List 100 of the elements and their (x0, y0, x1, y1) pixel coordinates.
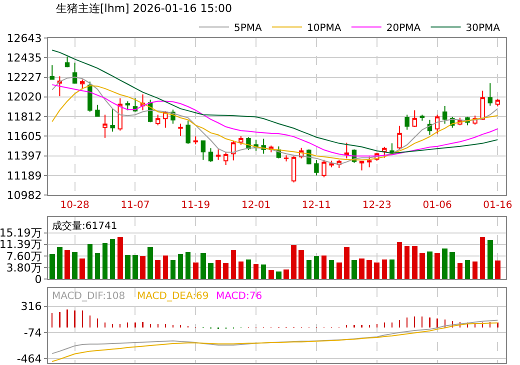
bar (336, 262, 342, 279)
x-tick-label: 01-06 (422, 200, 452, 211)
candlestick (238, 136, 244, 146)
y-tick-label: 11.39万 (0, 238, 42, 252)
bar (488, 240, 493, 279)
bar (344, 247, 350, 279)
y-tick-label: 12227 (6, 71, 42, 84)
bar (495, 260, 500, 279)
bar (450, 252, 456, 279)
text: MACD:76 (216, 291, 262, 302)
bar (291, 244, 296, 279)
bar (162, 255, 168, 279)
candlestick (80, 79, 85, 90)
candlestick (404, 114, 410, 130)
candlestick (88, 81, 92, 112)
chart-title: 生猪主连[lhm] 2026-01-16 15:00 (56, 2, 232, 15)
candlestick (495, 98, 500, 107)
candlestick (231, 140, 236, 161)
candlestick (50, 64, 54, 80)
x-tick-label: 12-11 (302, 200, 331, 211)
candlestick (442, 106, 448, 124)
bar (359, 258, 364, 279)
bar (427, 251, 432, 279)
y-tick-label: 11605 (6, 130, 42, 143)
bar (155, 260, 161, 279)
bar (102, 242, 108, 279)
candlestick (102, 114, 108, 138)
bar (260, 264, 266, 279)
candlestick (488, 82, 492, 106)
bar (140, 256, 146, 279)
bar (284, 269, 289, 279)
bar (170, 260, 176, 279)
candlestick (193, 136, 198, 145)
legend-label: 20PMA (386, 22, 421, 34)
y-tick-label: 11812 (6, 110, 42, 124)
candlestick (390, 142, 394, 154)
bar (200, 252, 206, 279)
y-tick-label: 12643 (6, 32, 42, 45)
bar (396, 242, 402, 279)
x-tick-label: 12-23 (362, 200, 392, 211)
legend-label: 30PMA (466, 22, 500, 34)
bar (276, 271, 282, 279)
y-tick-label: 11397 (6, 150, 42, 163)
candlestick (314, 159, 319, 176)
bar (216, 260, 221, 279)
y-tick-label: 3.80万 (6, 261, 42, 274)
bar (87, 244, 93, 279)
candlestick (64, 56, 70, 68)
line-series (52, 322, 498, 362)
bar (72, 252, 78, 279)
candlestick (397, 125, 402, 150)
legend-label: 5PMA (234, 22, 262, 34)
line-series (52, 320, 498, 354)
x-tick-label: 11-07 (120, 200, 150, 211)
bar (404, 246, 410, 279)
candlestick (284, 154, 289, 162)
bar (80, 258, 85, 279)
bar (230, 250, 236, 279)
bar (110, 238, 116, 279)
bar (185, 252, 191, 279)
bar (306, 260, 312, 279)
candlestick (223, 151, 228, 166)
x-tick-label: 10-28 (60, 200, 90, 211)
candlestick (322, 159, 326, 178)
bar (117, 237, 123, 279)
candlestick (366, 156, 372, 168)
bar (464, 260, 470, 279)
bar (298, 250, 304, 279)
bar (389, 259, 395, 279)
y-tick-label: -464 (16, 352, 42, 365)
y-tick-label: -74 (24, 326, 42, 340)
bar (472, 261, 478, 279)
bar (314, 256, 320, 279)
y-tick-label: 15.19万 (0, 226, 42, 240)
bar (57, 246, 62, 279)
legend-label: 10PMA (307, 22, 342, 34)
bar (328, 260, 334, 279)
candlestick (208, 148, 214, 162)
candlestick (480, 90, 485, 120)
candlestick (344, 142, 350, 159)
y-tick-label: 7.60万 (6, 250, 42, 263)
bar (457, 263, 463, 279)
bar (50, 254, 55, 279)
bar (148, 246, 153, 279)
bar (268, 270, 274, 279)
bar (366, 260, 372, 279)
bar (238, 261, 244, 279)
candlestick (329, 160, 334, 168)
text: MACD_DEA:69 (137, 291, 209, 302)
y-tick-label: 0 (34, 272, 42, 286)
bar (246, 259, 252, 279)
candlestick (382, 146, 387, 158)
bar (480, 237, 486, 279)
candlestick (125, 100, 130, 111)
bar (352, 260, 357, 279)
y-tick-label: 316 (20, 300, 42, 314)
y-tick-label: 12020 (6, 90, 42, 104)
candlestick (186, 120, 190, 144)
bar (420, 253, 425, 279)
bar (382, 259, 388, 279)
